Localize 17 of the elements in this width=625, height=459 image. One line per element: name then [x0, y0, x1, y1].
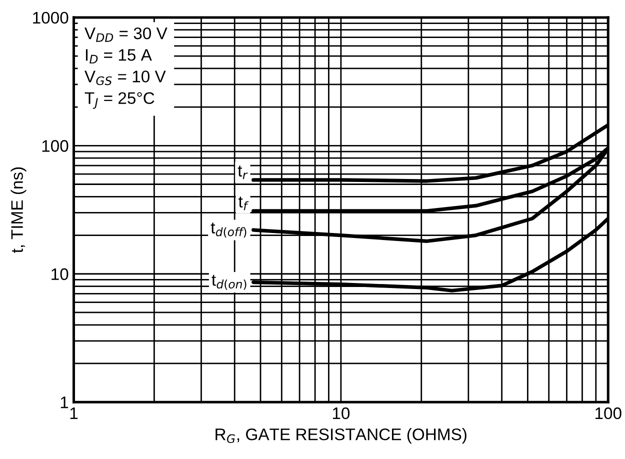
series-label: t$_{d(on)}$: [212, 274, 246, 290]
y-tick-label: 100: [42, 140, 68, 152]
x-tick-label: 10: [332, 407, 350, 420]
y-tick-label: 1000: [33, 12, 68, 24]
x-tick-label: 1: [70, 408, 78, 420]
y-tick-label: 1: [60, 396, 68, 408]
series-label: t$_{d(off)}$: [210, 222, 246, 238]
y-axis-title: t, TIME (ns): [10, 167, 26, 253]
series-label: t$_{r}$: [238, 166, 248, 180]
annotation: T$_{J}$ = 25°C: [84, 92, 154, 109]
y-tick-label: 10: [52, 268, 68, 280]
annotation: V$_{GS}$ = 10 V: [84, 70, 166, 86]
series-label: t$_{f}$: [238, 196, 249, 210]
annotation: I$_{D}$ = 15 A: [86, 49, 152, 64]
x-tick-label: 100: [595, 407, 622, 420]
x-axis-title: R$_{G}$, GATE RESISTANCE (OHMS): [216, 428, 466, 444]
annotation: V$_{DD}$ = 30 V: [84, 27, 168, 42]
